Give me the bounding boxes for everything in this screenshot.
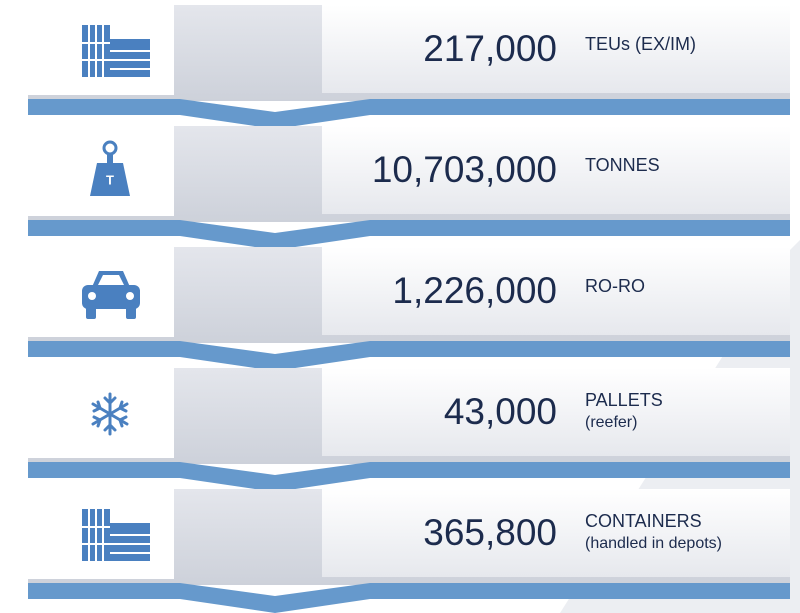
text-panel <box>322 368 790 456</box>
snowflake-icon <box>91 392 129 436</box>
unit: CONTAINERS <box>585 511 702 531</box>
unit: TEUs (EX/IM) <box>585 34 696 54</box>
unit: RO-RO <box>585 276 645 296</box>
unit: PALLETS <box>585 390 663 410</box>
text-panel <box>322 126 790 214</box>
value: 217,000 <box>423 28 557 69</box>
weight-icon: T <box>90 140 130 196</box>
row: 217,000 TEUs (EX/IM) <box>28 5 790 129</box>
car-icon <box>82 271 140 319</box>
unit: (handled in depots) <box>585 535 722 552</box>
chevron-band <box>28 99 790 129</box>
chevron-band <box>28 220 790 250</box>
chevron-band <box>28 341 790 371</box>
icon-box <box>28 368 174 458</box>
icons: T <box>82 25 150 561</box>
chevron-band <box>28 462 790 492</box>
rows: 217,000 TEUs (EX/IM) 10,703,000 TONNES 1,226… <box>28 5 790 613</box>
value: 365,800 <box>423 512 557 553</box>
value: 10,703,000 <box>372 149 557 190</box>
row: 1,226,000 RO-RO <box>28 247 790 371</box>
text-panel <box>322 247 790 335</box>
row: 10,703,000 TONNES <box>28 126 790 250</box>
row: 365,800 CONTAINERS (handled in depots) <box>28 489 790 613</box>
text-panel <box>322 489 790 577</box>
chevron-band <box>28 583 790 613</box>
weight-label: T <box>106 172 114 187</box>
container-icon <box>82 25 150 77</box>
unit: TONNES <box>585 155 660 175</box>
row: 43,000 PALLETS (reefer) <box>28 368 790 492</box>
unit: (reefer) <box>585 414 637 431</box>
value: 1,226,000 <box>392 270 557 311</box>
text-panel <box>322 5 790 93</box>
container-icon <box>82 509 150 561</box>
value: 43,000 <box>444 391 557 432</box>
